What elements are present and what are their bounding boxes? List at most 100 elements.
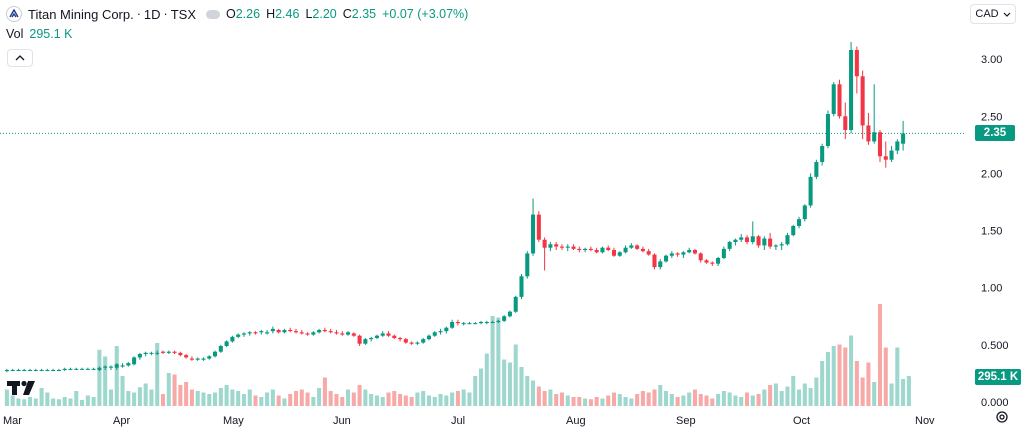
candle-body [692, 250, 697, 254]
candle-body [629, 245, 634, 248]
gear-icon[interactable] [994, 409, 1010, 425]
volume-bar [143, 383, 148, 406]
candle-body [901, 133, 906, 144]
time-tick-label: Apr [113, 415, 130, 427]
candle-body [305, 333, 310, 335]
volume-bar [56, 399, 61, 406]
volume-bar [311, 397, 316, 406]
candle [421, 338, 426, 344]
candle-body [611, 250, 617, 256]
volume-bar [201, 392, 206, 406]
symbol-name[interactable]: Titan Mining Corp. [28, 6, 134, 22]
candle [4, 368, 9, 373]
candle [103, 365, 108, 370]
candle-body [195, 358, 200, 360]
candle-body [791, 226, 796, 236]
volume-bar [351, 392, 356, 406]
candle-body [149, 352, 154, 354]
close-value: 2.35 [351, 7, 377, 21]
candle-body [421, 339, 426, 343]
volume-bar [849, 335, 854, 406]
currency-selector[interactable]: CAD [970, 4, 1016, 24]
candle [710, 261, 715, 266]
candle [126, 362, 131, 367]
candle-body [773, 245, 778, 247]
time-tick-label: Aug [566, 415, 586, 427]
volume-bar [276, 395, 281, 406]
volume-bar [39, 388, 44, 406]
price-tick-label: 2.00 [981, 168, 1002, 180]
volume-bar [536, 386, 541, 406]
volume-bar [398, 394, 403, 406]
candle-body [126, 363, 131, 366]
candle-body [68, 368, 73, 370]
volume-bar [415, 392, 420, 406]
candle-body [843, 116, 848, 130]
candle-body [398, 338, 403, 340]
candle [565, 244, 570, 252]
change-value: +0.07 (+3.07%) [382, 7, 469, 21]
candle [496, 319, 501, 324]
interval-label[interactable]: 1D [143, 6, 161, 22]
candle-body [322, 330, 327, 332]
candle-body [392, 335, 397, 338]
market-status-icon[interactable] [206, 9, 220, 19]
volume-bar [132, 392, 137, 406]
candle [438, 328, 443, 335]
candle-body [270, 328, 275, 332]
price-tick-label: 0.500 [981, 340, 1009, 352]
volume-bar [600, 398, 605, 406]
volume-label[interactable]: Vol [6, 27, 24, 41]
volume-bar [623, 397, 628, 406]
candle-body [340, 333, 345, 335]
candle-body [808, 176, 813, 206]
candle-body [299, 332, 304, 334]
time-tick-label: Oct [793, 415, 810, 427]
candle [444, 326, 449, 334]
candle [559, 244, 564, 250]
volume-bar [831, 346, 836, 406]
candle-body [85, 368, 90, 370]
volume-bar [282, 398, 287, 406]
candle-body [172, 351, 177, 353]
price-axis[interactable]: 3.00 2.50 2.00 1.50 1.00 0.500 0.000 [981, 54, 1009, 409]
volume-bar [629, 398, 634, 406]
candle [490, 320, 495, 324]
candle-body [883, 156, 888, 160]
candle-body [444, 327, 449, 332]
volume-bar [438, 394, 443, 406]
candle [85, 367, 90, 370]
volume-bar [635, 394, 640, 406]
volume-bar [288, 394, 293, 406]
volume-bar [207, 394, 212, 406]
candle [33, 368, 38, 372]
candle-body [438, 331, 443, 333]
candle-body [317, 330, 322, 333]
candle [45, 368, 50, 372]
volume-bar [108, 389, 113, 406]
titan-mining-logo-icon [6, 6, 22, 22]
candle-body [496, 320, 501, 322]
candle [166, 350, 171, 354]
volume-bar [525, 376, 530, 406]
candle [201, 357, 206, 361]
tradingview-logo-icon[interactable] [6, 377, 40, 397]
high-label: H [266, 7, 276, 21]
candle-body [716, 258, 721, 264]
candle-body [710, 262, 715, 264]
volume-bar [583, 398, 588, 406]
candle [507, 310, 512, 318]
candle-body [224, 341, 229, 346]
time-axis[interactable]: Mar Apr May Jun Jul Aug Sep Oct Nov [3, 415, 935, 427]
collapse-legend-button[interactable] [7, 49, 33, 67]
volume-bar [762, 389, 767, 406]
candle [825, 110, 830, 149]
candle [519, 274, 524, 300]
candle [797, 216, 802, 229]
separator-dot: · [163, 7, 168, 21]
candle-body [617, 252, 622, 256]
volume-bar [4, 389, 9, 406]
candle-body [513, 296, 518, 312]
candle [571, 244, 576, 250]
